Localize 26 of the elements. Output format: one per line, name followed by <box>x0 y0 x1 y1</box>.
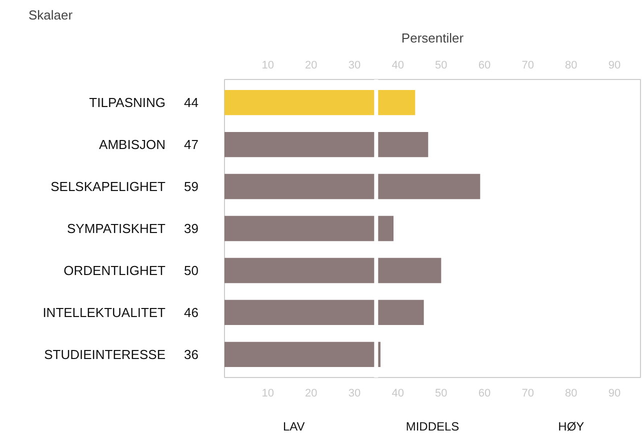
y-tick-label: STUDIEINTERESSE <box>44 346 166 362</box>
text: HØY <box>558 420 584 434</box>
data-label: 46 <box>184 304 199 320</box>
y-tick-label: TILPASNING <box>89 95 166 110</box>
data-label: 47 <box>184 137 199 152</box>
y-tick-label: SELSKAPELIGHET <box>50 179 166 194</box>
data-label: 39 <box>184 221 199 236</box>
y-tick-label: AMBISJON <box>99 137 166 152</box>
y-tick-label: INTELLEKTUALITET <box>42 304 166 320</box>
x2-axis-title: Persentiler <box>401 30 464 46</box>
bar <box>224 90 416 116</box>
data-label: 50 <box>184 262 199 278</box>
text: MIDDELS <box>406 420 460 434</box>
data-label: 44 <box>184 95 199 110</box>
y-tick-label: SYMPATISKHET <box>67 221 166 236</box>
bar <box>224 216 394 242</box>
data-label: 36 <box>184 346 199 362</box>
bar <box>224 300 424 326</box>
bar <box>224 132 428 158</box>
y-axis-title: Skalaer <box>28 8 74 22</box>
data-label: 59 <box>184 179 199 194</box>
text: LAV <box>282 420 305 434</box>
bar <box>224 174 480 200</box>
y-tick-label: ORDENTLIGHET <box>64 262 166 278</box>
bar <box>224 342 380 368</box>
bar <box>224 258 442 284</box>
